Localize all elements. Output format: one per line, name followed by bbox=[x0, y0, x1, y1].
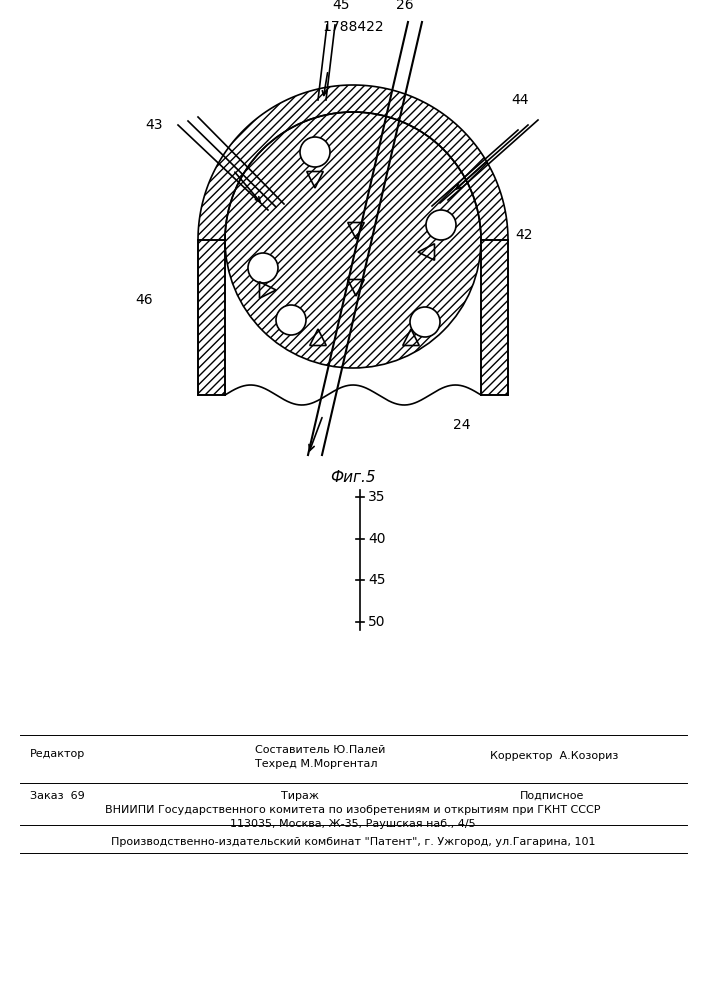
Text: 1788422: 1788422 bbox=[322, 20, 384, 34]
Text: 45: 45 bbox=[332, 0, 350, 12]
Circle shape bbox=[276, 305, 306, 335]
Text: Подписное: Подписное bbox=[520, 791, 585, 801]
Bar bbox=[481, 240, 508, 395]
Circle shape bbox=[248, 253, 278, 283]
Text: 24: 24 bbox=[453, 418, 470, 432]
Text: Заказ  69: Заказ 69 bbox=[30, 791, 85, 801]
Text: 43: 43 bbox=[146, 118, 163, 132]
Circle shape bbox=[410, 307, 440, 337]
Text: 113035, Москва, Ж-35, Раушская наб., 4/5: 113035, Москва, Ж-35, Раушская наб., 4/5 bbox=[230, 819, 476, 829]
Text: 45: 45 bbox=[368, 573, 385, 587]
Text: 40: 40 bbox=[368, 532, 385, 546]
Text: 35: 35 bbox=[368, 490, 385, 504]
Text: Составитель Ю.Палей: Составитель Ю.Палей bbox=[255, 745, 385, 755]
Text: Редактор: Редактор bbox=[30, 749, 86, 759]
Text: 46: 46 bbox=[135, 293, 153, 307]
Text: 44: 44 bbox=[511, 93, 529, 107]
Text: 50: 50 bbox=[368, 615, 385, 629]
Text: Техред М.Моргентал: Техред М.Моргентал bbox=[255, 759, 378, 769]
Text: Корректор  А.Козориз: Корректор А.Козориз bbox=[490, 751, 619, 761]
Circle shape bbox=[426, 210, 456, 240]
Circle shape bbox=[300, 137, 330, 167]
Text: 42: 42 bbox=[515, 228, 532, 242]
Text: ВНИИПИ Государственного комитета по изобретениям и открытиям при ГКНТ СССР: ВНИИПИ Государственного комитета по изоб… bbox=[105, 805, 601, 815]
Bar bbox=[198, 240, 225, 395]
Text: 26: 26 bbox=[396, 0, 414, 12]
Text: Фиг.5: Фиг.5 bbox=[330, 470, 376, 485]
Text: Тираж: Тираж bbox=[281, 791, 319, 801]
Text: Производственно-издательский комбинат "Патент", г. Ужгород, ул.Гагарина, 101: Производственно-издательский комбинат "П… bbox=[111, 837, 595, 847]
